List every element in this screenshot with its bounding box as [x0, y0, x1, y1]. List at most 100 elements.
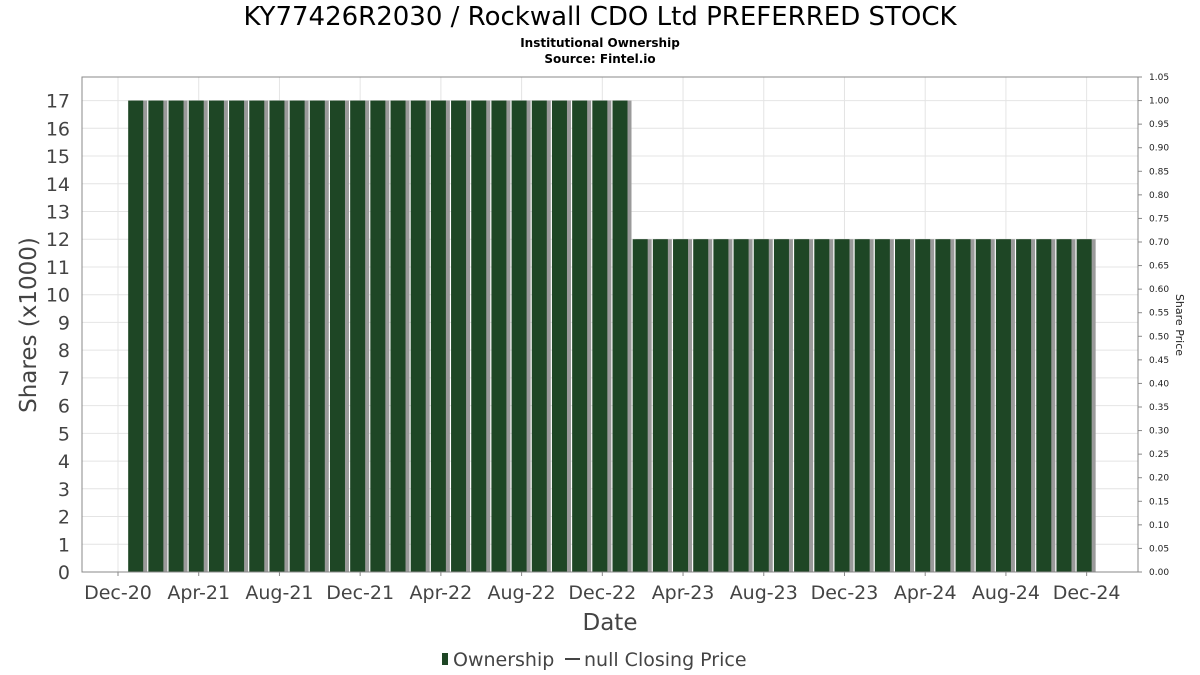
y2-tick-label: 0.00	[1149, 568, 1169, 578]
x-tick-label: Dec-20	[84, 582, 152, 604]
y-tick-label: 9	[58, 312, 70, 334]
y2-tick-label: 0.45	[1149, 356, 1169, 366]
ownership-bar	[673, 239, 689, 572]
ownership-bar	[733, 239, 749, 572]
y-axis-label: Shares (x1000)	[16, 237, 42, 413]
legend-ownership-label: Ownership	[453, 649, 554, 671]
ownership-bar	[1016, 239, 1032, 572]
x-tick-label: Apr-21	[167, 582, 230, 604]
chart-subtitle: Institutional Ownership	[520, 36, 680, 50]
ownership-bar	[693, 239, 709, 572]
y-tick-label: 2	[58, 507, 70, 529]
y-tick-label: 7	[58, 368, 70, 390]
y2-tick-label: 1.05	[1149, 73, 1169, 83]
ownership-bar	[289, 100, 305, 573]
x-tick-label: Apr-22	[410, 582, 473, 604]
x-tick-label: Dec-24	[1053, 582, 1121, 604]
ownership-bar	[1076, 239, 1092, 572]
y2-tick-label: 0.30	[1149, 427, 1169, 437]
ownership-bar	[269, 100, 285, 573]
y2-tick-label: 0.70	[1149, 238, 1169, 248]
ownership-bar	[309, 100, 325, 573]
ownership-bar	[713, 239, 729, 572]
y-tick-label: 15	[46, 146, 70, 168]
y-tick-label: 1	[58, 534, 70, 556]
y2-tick-label: 0.55	[1149, 309, 1169, 319]
ownership-bar	[874, 239, 890, 572]
ownership-bar	[773, 239, 789, 572]
y2-tick-label: 0.50	[1149, 332, 1169, 342]
y-tick-label: 17	[46, 91, 70, 113]
ownership-bar	[390, 100, 406, 573]
y-tick-label: 8	[58, 340, 70, 362]
ownership-bar	[329, 100, 345, 573]
legend-price-label: null Closing Price	[584, 649, 747, 671]
ownership-bar	[208, 100, 224, 573]
y-tick-label: 12	[46, 229, 70, 251]
x-tick-label: Dec-22	[568, 582, 636, 604]
ownership-bar	[753, 239, 769, 572]
y2-tick-label: 0.95	[1149, 120, 1169, 130]
y-tick-label: 13	[46, 201, 70, 223]
y2-tick-label: 0.90	[1149, 144, 1169, 154]
y2-tick-label: 0.15	[1149, 497, 1169, 507]
ownership-bar	[1036, 239, 1052, 572]
ownership-bar	[148, 100, 164, 573]
ownership-bar	[168, 100, 184, 573]
y-tick-label: 16	[46, 118, 70, 140]
ownership-bar	[1056, 239, 1072, 572]
chart-title: KY77426R2030 / Rockwall CDO Ltd PREFERRE…	[243, 2, 957, 32]
y-tick-label: 10	[46, 285, 70, 307]
chart-source: Source: Fintel.io	[544, 52, 656, 66]
ownership-bar	[612, 100, 628, 573]
ownership-bar	[471, 100, 487, 573]
ownership-bar	[955, 239, 971, 572]
y2-tick-label: 0.85	[1149, 167, 1169, 177]
x-tick-label: Dec-21	[326, 582, 394, 604]
ownership-bar	[491, 100, 507, 573]
ownership-bar	[854, 239, 870, 572]
ownership-bar	[975, 239, 991, 572]
y2-tick-label: 0.60	[1149, 285, 1169, 295]
y2-tick-label: 0.35	[1149, 403, 1169, 413]
y-tick-label: 5	[58, 423, 70, 445]
ownership-bar	[430, 100, 446, 573]
y2-tick-label: 0.05	[1149, 544, 1169, 554]
ownership-bar	[128, 100, 144, 573]
ownership-bar	[572, 100, 588, 573]
legend-ownership-swatch	[442, 653, 448, 665]
ownership-bar	[652, 239, 668, 572]
ownership-bar	[632, 239, 648, 572]
legend: Ownership null Closing Price	[442, 649, 747, 671]
x-axis-label: Date	[583, 610, 638, 636]
ownership-bar	[229, 100, 245, 573]
ownership-bar	[995, 239, 1011, 572]
y-tick-label: 3	[58, 479, 70, 501]
ownership-bar	[915, 239, 931, 572]
ownership-bar	[794, 239, 810, 572]
ownership-bar	[834, 239, 850, 572]
ownership-bar	[451, 100, 467, 573]
x-tick-label: Dec-23	[811, 582, 879, 604]
y-tick-label: 11	[46, 257, 70, 279]
ownership-bar	[814, 239, 830, 572]
plot-frame	[81, 76, 1139, 573]
ownership-bar	[511, 100, 527, 573]
y2-tick-label: 1.00	[1149, 97, 1169, 107]
ownership-bar	[551, 100, 567, 573]
y2-tick-label: 0.25	[1149, 450, 1169, 460]
ownership-bar	[935, 239, 951, 572]
y2-tick-label: 0.75	[1149, 214, 1169, 224]
ownership-bar	[350, 100, 366, 573]
y-tick-label: 0	[58, 562, 70, 584]
y-tick-label: 6	[58, 396, 70, 418]
x-tick-label: Aug-23	[730, 582, 798, 604]
x-tick-label: Aug-21	[245, 582, 313, 604]
ownership-bar	[895, 239, 911, 572]
y-tick-label: 14	[46, 174, 70, 196]
y-tick-label: 4	[58, 451, 70, 473]
ownership-bar	[370, 100, 386, 573]
y2-tick-label: 0.10	[1149, 521, 1169, 531]
ownership-bar	[249, 100, 265, 573]
